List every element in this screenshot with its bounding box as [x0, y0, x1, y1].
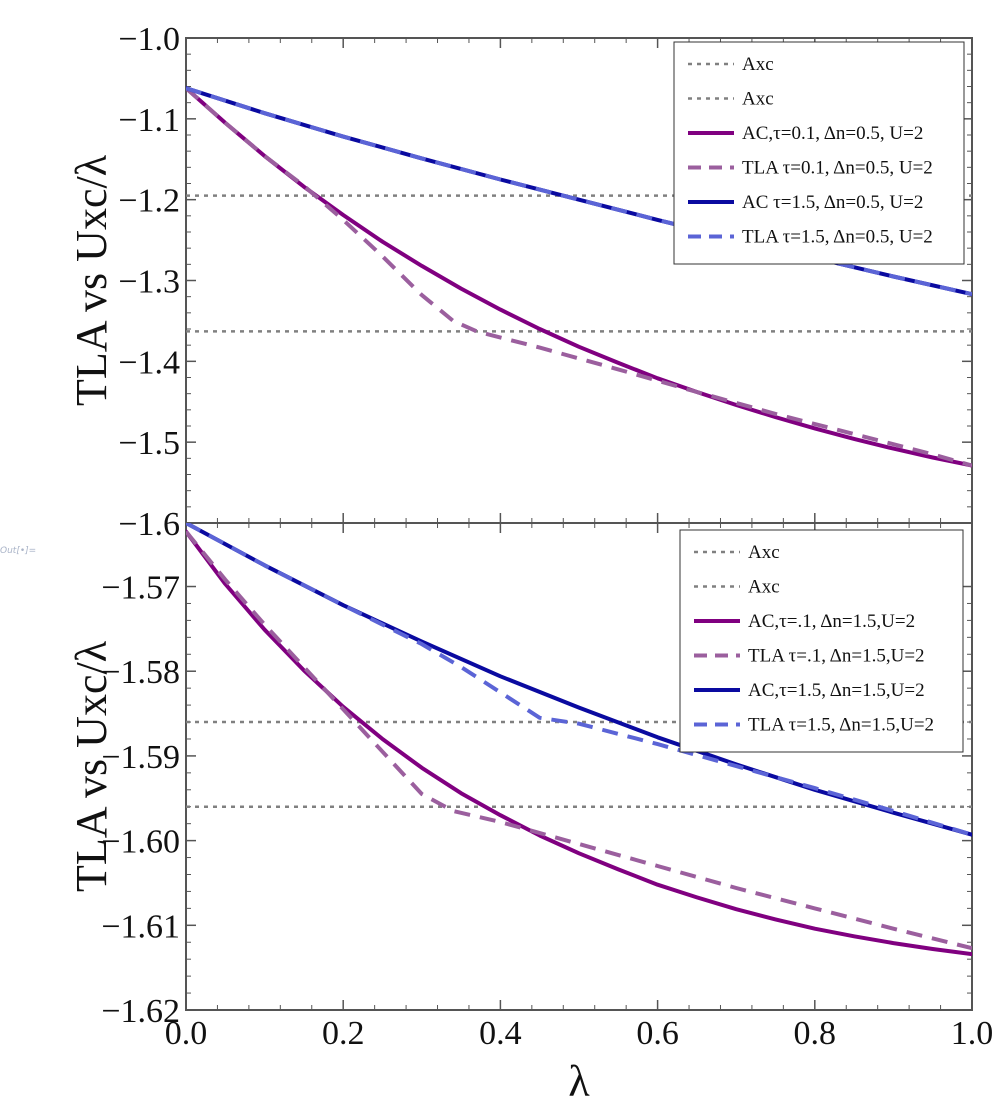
ac-series-line — [186, 529, 972, 957]
legend-entry: TLA τ=.1, Δn=1.5,U=2 — [748, 646, 925, 667]
top-panel: −1.0 −1.1 −1.2 −1.3 −1.4 −1.5 −1.6 TLA vs Uxc/λ… — [67, 21, 973, 543]
y-tick-label: −1.3 — [118, 264, 180, 301]
legend-entry: TLA τ=1.5, Δn=0.5, U=2 — [742, 227, 933, 248]
y-tick-label: −1.2 — [118, 183, 180, 220]
output-cell-label: Out[•]= — [0, 546, 36, 556]
y-tick-label: −1.1 — [118, 102, 180, 139]
x-tick-label: 0.8 — [794, 1015, 837, 1052]
legend-box — [673, 41, 965, 265]
x-tick-label: 1.0 — [951, 1015, 994, 1052]
y-tick-label: −1.62 — [101, 993, 180, 1030]
tla-series-line — [186, 86, 972, 468]
y-tick-label: −1.5 — [118, 425, 180, 462]
x-tick-label: 0.4 — [479, 1015, 522, 1052]
x-tick-label: 0.2 — [322, 1015, 365, 1052]
legend-entry: AC,τ=0.1, Δn=0.5, U=2 — [742, 123, 923, 144]
y-tick-label: −1.60 — [101, 824, 180, 861]
y-tick-label: −1.57 — [101, 570, 180, 607]
bottom-panel: −1.57 −1.58 −1.59 −1.60 −1.61 −1.620.0 0.2 0.4 0… — [67, 522, 994, 1106]
legend-box — [679, 529, 964, 753]
legend-entry: AC,τ=.1, Δn=1.5,U=2 — [748, 611, 915, 632]
y-tick-label: −1.4 — [118, 344, 180, 381]
legend-entry: Axc — [742, 54, 774, 75]
y-tick-label: −1.61 — [101, 908, 180, 945]
y-tick-label: −1.6 — [118, 506, 180, 543]
tla-series-line — [186, 530, 972, 951]
legend-entry: TLA τ=1.5, Δn=1.5,U=2 — [748, 715, 934, 736]
x-tick-label: 0.0 — [165, 1015, 208, 1052]
y-axis-title: TLA vs Uxc/λ — [67, 154, 116, 406]
y-tick-label: −1.59 — [101, 739, 180, 776]
legend-entry: Axc — [742, 89, 774, 110]
y-tick-label: −1.58 — [101, 654, 180, 691]
tla-series-line — [186, 523, 972, 837]
legend-entry: Axc — [748, 542, 780, 563]
legend-entry: AC,τ=1.5, Δn=1.5,U=2 — [748, 680, 925, 701]
x-axis-title: λ — [568, 1057, 590, 1106]
legend-entry: AC τ=1.5, Δn=0.5, U=2 — [742, 192, 923, 213]
x-tick-label: 0.6 — [636, 1015, 679, 1052]
y-axis-title: TLA vs Uxc/λ — [67, 640, 116, 892]
y-tick-label: −1.0 — [118, 21, 180, 58]
legend-entry: Axc — [748, 577, 780, 598]
legend-entry: TLA τ=0.1, Δn=0.5, U=2 — [742, 158, 933, 179]
plot-frame — [185, 522, 973, 1011]
